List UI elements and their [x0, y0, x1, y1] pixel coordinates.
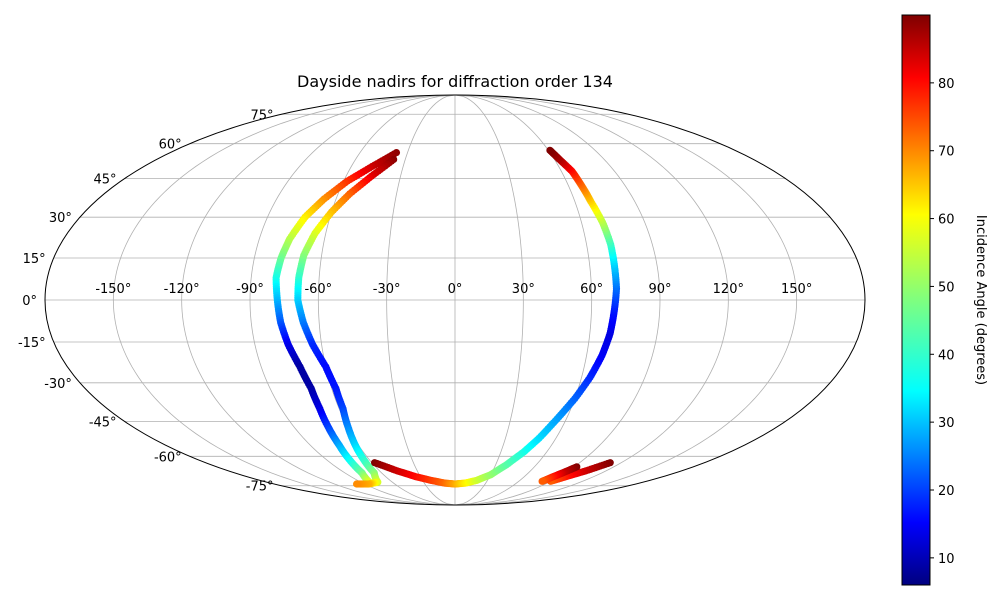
colorbar-tick-label: 40	[938, 348, 955, 363]
data-point	[546, 146, 554, 154]
scatter-points	[272, 146, 621, 488]
lon-tick-label: -30°	[373, 282, 401, 297]
colorbar-tick-label: 50	[938, 280, 955, 295]
lon-tick-label: 90°	[648, 282, 671, 297]
lon-gridline	[112, 94, 456, 506]
lon-gridline	[454, 94, 661, 506]
lon-gridline	[454, 94, 729, 506]
lon-tick-label: -90°	[236, 282, 264, 297]
lat-tick-label: -75°	[246, 480, 274, 495]
colorbar	[901, 14, 931, 586]
lat-tick-label: 45°	[94, 173, 117, 188]
lat-tick-label: -60°	[154, 450, 182, 465]
colorbar-tick-label: 20	[938, 484, 955, 499]
lon-tick-label: 0°	[448, 282, 463, 297]
lat-tick-label: 15°	[23, 252, 46, 267]
lon-gridline	[317, 94, 456, 506]
lat-tick-label: 0°	[22, 294, 37, 309]
data-point	[538, 477, 546, 485]
lat-tick-label: 75°	[250, 108, 273, 123]
colorbar-tick-label: 30	[938, 416, 955, 431]
data-point	[352, 480, 361, 488]
lon-tick-label: 60°	[580, 282, 603, 297]
lon-gridline	[181, 94, 456, 506]
lat-tick-label: -15°	[18, 336, 46, 351]
lon-tick-label: -150°	[95, 282, 131, 297]
lon-gridline	[454, 94, 798, 506]
lon-tick-labels: -150° -120° -90° -60° -30° 0° 30° 60° 90° 120° 150…	[95, 282, 812, 297]
chart-title: Dayside nadirs for diffraction order 134	[297, 72, 613, 91]
colorbar-tick-label: 60	[938, 213, 955, 228]
graticule	[45, 94, 865, 506]
colorbar-label: Incidence Angle (degrees)	[973, 215, 988, 385]
lat-tick-label: 30°	[49, 211, 72, 226]
colorbar-tick-label: 10	[938, 552, 955, 567]
lat-tick-label: -30°	[44, 377, 72, 392]
colorbar-tick-label: 70	[938, 145, 955, 160]
lon-tick-label: 120°	[713, 282, 744, 297]
lat-tick-labels: -75° -60° -45° -30° -15° 0° 15° 30° 45° 60° 75°	[18, 108, 274, 494]
lon-gridline	[454, 94, 524, 506]
lon-gridline	[386, 94, 456, 506]
lat-tick-label: -45°	[89, 415, 117, 430]
lon-tick-label: 150°	[781, 282, 812, 297]
lon-tick-label: -60°	[304, 282, 332, 297]
lon-gridline	[249, 94, 456, 506]
lon-gridline	[454, 94, 593, 506]
colorbar-ticks: 10 20 30 40 50 60 70 80	[930, 77, 955, 567]
lat-tick-label: 60°	[159, 138, 182, 153]
map-boundary	[44, 94, 866, 506]
colorbar-tick-label: 80	[938, 77, 955, 92]
lon-tick-label: -120°	[164, 282, 200, 297]
lon-tick-label: 30°	[512, 282, 535, 297]
